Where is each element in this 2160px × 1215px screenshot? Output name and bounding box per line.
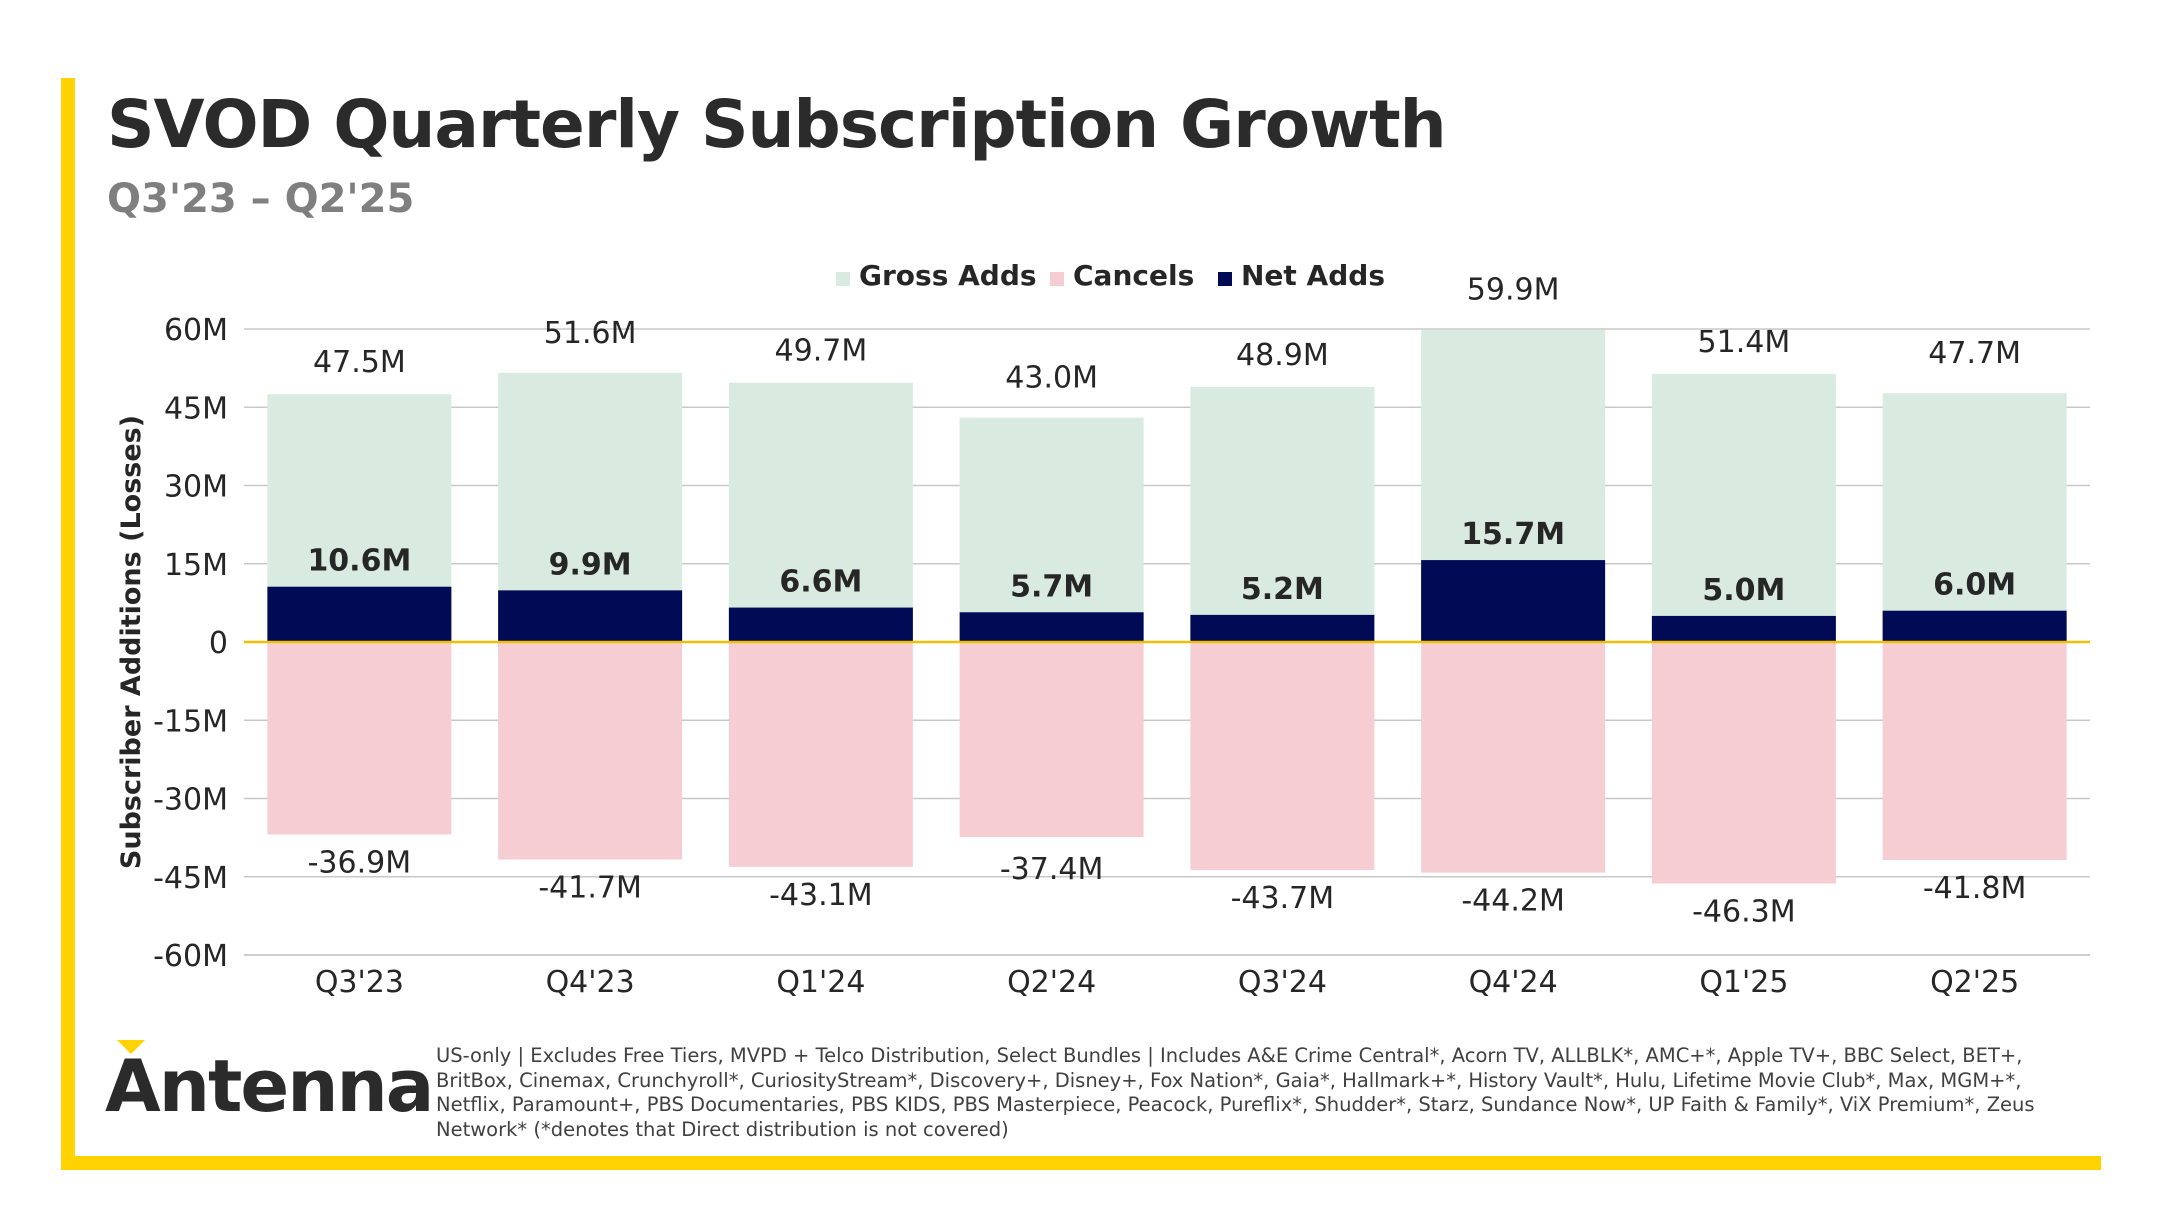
gross-adds-label: 51.4M: [1698, 325, 1791, 360]
x-tick-label: Q4'24: [1469, 965, 1558, 1000]
legend-label: Cancels: [1073, 259, 1194, 292]
net-adds-bar: [1882, 610, 2067, 642]
net-adds-label: 5.0M: [1702, 573, 1785, 608]
logo-triangle-icon: [117, 1040, 145, 1054]
y-tick-label: -45M: [153, 861, 228, 896]
page-title: SVOD Quarterly Subscription Growth: [107, 86, 1447, 163]
cancels-label: -41.7M: [538, 871, 642, 906]
cancels-bar: [1882, 642, 2067, 861]
net-adds-bar: [498, 590, 683, 642]
y-tick-label: 60M: [164, 313, 228, 348]
gross-adds-label: 47.5M: [313, 345, 406, 380]
y-tick-label: 15M: [164, 548, 228, 583]
x-tick-label: Q3'24: [1238, 965, 1327, 1000]
x-tick-label: Q1'25: [1699, 965, 1788, 1000]
gross-adds-bar: [959, 417, 1144, 642]
net-adds-bar: [959, 612, 1144, 642]
gross-adds-label: 48.9M: [1236, 338, 1329, 373]
gross-adds-label: 47.7M: [1928, 336, 2021, 371]
y-tick-label: 30M: [164, 470, 228, 505]
net-adds-bar: [1190, 614, 1375, 642]
gross-adds-bar: [1190, 386, 1375, 642]
accent-frame-bottom: [61, 1156, 2101, 1170]
cancels-bar: [498, 642, 683, 860]
cancels-label: -44.2M: [1461, 884, 1565, 919]
legend-swatch: [1218, 272, 1232, 286]
cancels-bar: [267, 642, 452, 835]
gross-adds-label: 51.6M: [544, 316, 637, 351]
net-adds-label: 9.9M: [549, 547, 632, 582]
accent-frame-left: [61, 78, 75, 1170]
gross-adds-bar: [728, 382, 913, 642]
cancels-label: -43.1M: [769, 878, 873, 913]
x-tick-label: Q2'25: [1930, 965, 2019, 1000]
gross-adds-label: 49.7M: [775, 334, 868, 369]
gross-adds-label: 59.9M: [1467, 273, 1560, 308]
gross-adds-label: 43.0M: [1005, 361, 1098, 396]
net-adds-bar: [1421, 560, 1606, 642]
net-adds-label: 15.7M: [1461, 517, 1565, 552]
gross-adds-bar: [1882, 393, 2067, 642]
cancels-label: -46.3M: [1692, 895, 1796, 930]
net-adds-label: 5.7M: [1010, 569, 1093, 604]
net-adds-label: 10.6M: [307, 544, 411, 579]
cancels-bar: [1190, 642, 1375, 870]
cancels-label: -41.8M: [1923, 871, 2027, 906]
cancels-bar: [1421, 642, 1606, 873]
gross-adds-bar: [1651, 373, 1836, 642]
y-axis-title: Subscriber Additions (Losses): [116, 415, 147, 869]
cancels-bar: [959, 642, 1144, 838]
cancels-label: -37.4M: [1000, 852, 1104, 887]
y-tick-label: -60M: [153, 939, 228, 974]
cancels-label: -36.9M: [308, 845, 412, 880]
legend-label: Net Adds: [1241, 259, 1385, 292]
cancels-bar: [1651, 642, 1836, 884]
y-tick-label: 0: [209, 626, 228, 661]
footnote: US-only | Excludes Free Tiers, MVPD + Te…: [436, 1044, 2035, 1141]
y-tick-label: 45M: [164, 391, 228, 426]
x-tick-label: Q2'24: [1007, 965, 1096, 1000]
page-subtitle: Q3'23 – Q2'25: [107, 176, 415, 222]
net-adds-label: 6.0M: [1933, 568, 2016, 603]
cancels-bar: [728, 642, 913, 867]
net-adds-label: 5.2M: [1241, 572, 1324, 607]
net-adds-bar: [1651, 615, 1836, 642]
logo-text: Antenna: [105, 1044, 434, 1128]
cancels-label: -43.7M: [1231, 881, 1335, 916]
net-adds-bar: [267, 586, 452, 642]
y-tick-label: -15M: [153, 704, 228, 739]
x-tick-label: Q1'24: [776, 965, 865, 1000]
legend-swatch: [1050, 272, 1064, 286]
x-tick-label: Q4'23: [546, 965, 635, 1000]
legend-swatch: [836, 272, 850, 286]
net-adds-bar: [728, 607, 913, 642]
y-tick-label: -30M: [153, 783, 228, 818]
legend-label: Gross Adds: [859, 259, 1037, 292]
x-tick-label: Q3'23: [315, 965, 404, 1000]
net-adds-label: 6.6M: [779, 565, 862, 600]
